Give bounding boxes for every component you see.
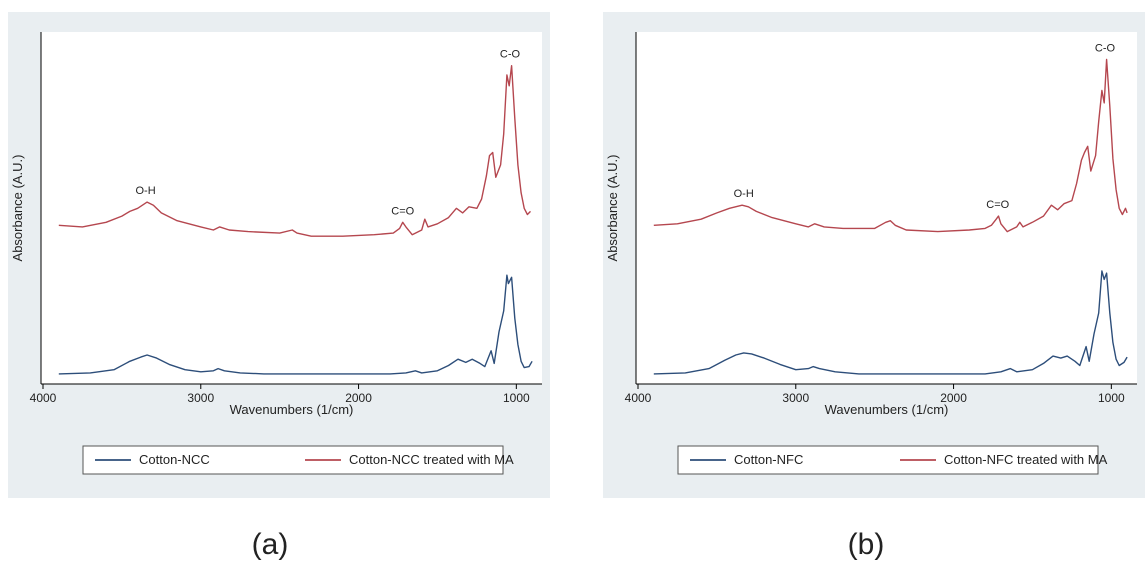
x-axis-label: Wavenumbers (1/cm)	[825, 402, 949, 417]
series-line-untreated	[653, 270, 1128, 375]
legend-label: Cotton-NFC	[734, 452, 803, 467]
plot-area	[636, 32, 1137, 384]
peak-annotation: C-O	[1095, 43, 1116, 55]
chart-a-svg: 4000 3000 2000 1000 Wavenumbers (1/cm) Absorb…	[10, 32, 542, 475]
chart-a-caption: (a)	[251, 528, 289, 561]
chart-panel-b: 4000 3000 2000 1000 Wavenumbers (1/cm) Absorb…	[603, 12, 1145, 498]
plot-area	[41, 32, 542, 384]
legend-label: Cotton-NCC treated with MA	[349, 452, 514, 467]
x-tick-label: 1000	[503, 391, 530, 405]
y-axis-label: Absorbance (A.U.)	[605, 155, 620, 262]
series-line-treated	[653, 58, 1128, 233]
x-tick-label: 3000	[187, 391, 214, 405]
chart-panel-a: 4000 3000 2000 1000 Wavenumbers (1/cm) Absorb…	[8, 12, 550, 498]
chart-b-svg: 4000 3000 2000 1000 Wavenumbers (1/cm) Absorb…	[605, 32, 1137, 475]
legend-box	[82, 445, 504, 475]
x-axis-label: Wavenumbers (1/cm)	[230, 402, 354, 417]
x-tick-label: 2000	[940, 391, 967, 405]
legend-box	[677, 445, 1099, 475]
peak-annotation: O-H	[734, 188, 754, 200]
peak-annotation: C=O	[986, 199, 1009, 211]
series-line-untreated	[58, 274, 533, 375]
legend-label: Cotton-NCC	[139, 452, 210, 467]
peak-annotation: O-H	[135, 185, 155, 197]
x-tick-label: 1000	[1098, 391, 1125, 405]
x-tick-label: 3000	[782, 391, 809, 405]
peak-annotation: C-O	[500, 49, 521, 61]
y-axis-label: Absorbance (A.U.)	[10, 155, 25, 262]
chart-b-caption: (b)	[847, 528, 885, 561]
peak-annotation: C=O	[391, 205, 414, 217]
x-tick-label: 4000	[625, 391, 652, 405]
x-tick-label: 4000	[30, 391, 57, 405]
legend-label: Cotton-NFC treated with MA	[944, 452, 1108, 467]
series-line-treated	[58, 65, 531, 237]
x-tick-label: 2000	[345, 391, 372, 405]
